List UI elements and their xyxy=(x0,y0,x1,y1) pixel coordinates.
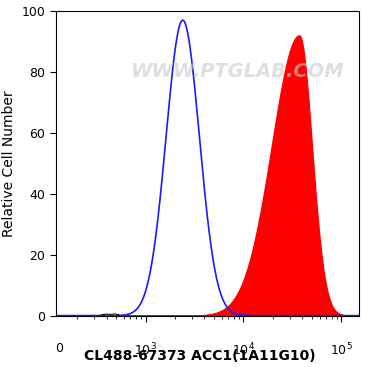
Text: $10^3$: $10^3$ xyxy=(134,342,157,358)
Text: 0: 0 xyxy=(56,342,63,355)
Text: CL488-67373 ACC1(1A11G10): CL488-67373 ACC1(1A11G10) xyxy=(84,349,316,363)
Text: $10^5$: $10^5$ xyxy=(330,342,353,358)
Text: $10^4$: $10^4$ xyxy=(232,342,255,358)
Y-axis label: Relative Cell Number: Relative Cell Number xyxy=(1,90,16,237)
Text: WWW.PTGLAB.COM: WWW.PTGLAB.COM xyxy=(131,62,344,81)
